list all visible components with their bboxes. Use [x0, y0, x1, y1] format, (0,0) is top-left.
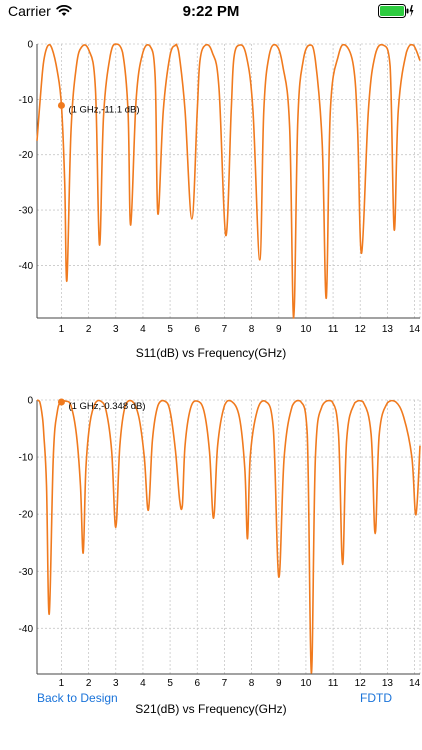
s21-y-tick-label: -10 — [19, 453, 34, 464]
s21-x-tick-label: 8 — [249, 678, 255, 689]
s21-y-tick-label: 0 — [27, 396, 33, 407]
s11-y-tick-label: -10 — [19, 95, 34, 106]
s21-y-tick-label: -30 — [19, 567, 34, 578]
s21-marker-label: (1 GHz,-0.348 dB) — [68, 401, 145, 412]
s11-chart-title: S11(dB) vs Frequency(GHz) — [135, 346, 287, 360]
battery-charging-icon — [378, 4, 414, 18]
s21-x-tick-label: 1 — [59, 678, 65, 689]
s21-series-line — [36, 399, 421, 674]
s21-x-tick-label: 7 — [222, 678, 228, 689]
s21-x-tick-label: 13 — [382, 678, 394, 689]
s11-y-tick-label: -30 — [19, 206, 34, 217]
s11-marker-point[interactable] — [57, 101, 65, 109]
s11-x-tick-label: 11 — [328, 324, 339, 335]
s11-x-tick-label: 3 — [113, 324, 119, 335]
s11-x-tick-label: 6 — [194, 324, 200, 335]
s21-x-tick-label: 12 — [355, 678, 367, 689]
fdtd-button[interactable]: FDTD — [360, 691, 392, 705]
s11-series-line — [36, 43, 421, 319]
s11-plot: 1 2 3 4 5 6 7 8 9 10 11 12 13 140-10-20-30-40(1 GHz,-… — [19, 40, 421, 335]
s11-y-tick-label: 0 — [27, 40, 33, 51]
s11-x-tick-label: 4 — [140, 324, 146, 335]
s21-marker-point[interactable] — [57, 398, 65, 406]
s21-y-tick-label: -40 — [19, 624, 34, 635]
s21-y-tick-label: -20 — [19, 510, 34, 521]
back-to-design-button[interactable]: Back to Design — [37, 691, 118, 705]
s21-chart-title: S21(dB) vs Frequency(GHz) — [135, 702, 287, 716]
s21-x-tick-label: 11 — [328, 678, 339, 689]
s21-x-tick-label: 2 — [86, 678, 92, 689]
clock: 9:22 PM — [182, 3, 240, 20]
s11-x-tick-label: 8 — [249, 324, 255, 335]
s11-x-tick-label: 9 — [276, 324, 282, 335]
s21-x-tick-label: 3 — [113, 678, 119, 689]
s21-x-tick-label: 14 — [409, 678, 421, 689]
s11-x-tick-label: 1 — [59, 324, 65, 335]
s11-y-tick-label: -40 — [19, 261, 34, 272]
s21-plot: 1 2 3 4 5 6 7 8 9 10 11 12 13 140-10-20-30-40(1 GHz,-… — [19, 396, 421, 689]
s11-x-tick-label: 7 — [222, 324, 228, 335]
carrier-label: Carrier — [8, 3, 51, 19]
s21-x-tick-label: 5 — [167, 678, 173, 689]
s11-x-tick-label: 13 — [382, 324, 394, 335]
s11-chart: 1 2 3 4 5 6 7 8 9 10 11 12 13 14 0 -10 -20 -30 -40 (1 GHz,-… — [0, 0, 422, 360]
s21-x-tick-label: 6 — [194, 678, 200, 689]
status-bar: Carrier 9:22 PM — [0, 0, 422, 24]
s11-marker-label: (1 GHz,-11.1 dB) — [68, 104, 139, 115]
s21-x-tick-label: 9 — [276, 678, 282, 689]
s21-x-tick-label: 4 — [140, 678, 146, 689]
s11-y-tick-label: -20 — [19, 150, 34, 161]
s11-x-tick-label: 14 — [409, 324, 421, 335]
s11-x-tick-label: 12 — [355, 324, 367, 335]
s11-x-tick-label: 10 — [300, 324, 312, 335]
s21-x-tick-label: 10 — [300, 678, 312, 689]
wifi-icon — [56, 4, 72, 16]
s11-x-tick-label: 2 — [86, 324, 92, 335]
s11-x-tick-label: 5 — [167, 324, 173, 335]
